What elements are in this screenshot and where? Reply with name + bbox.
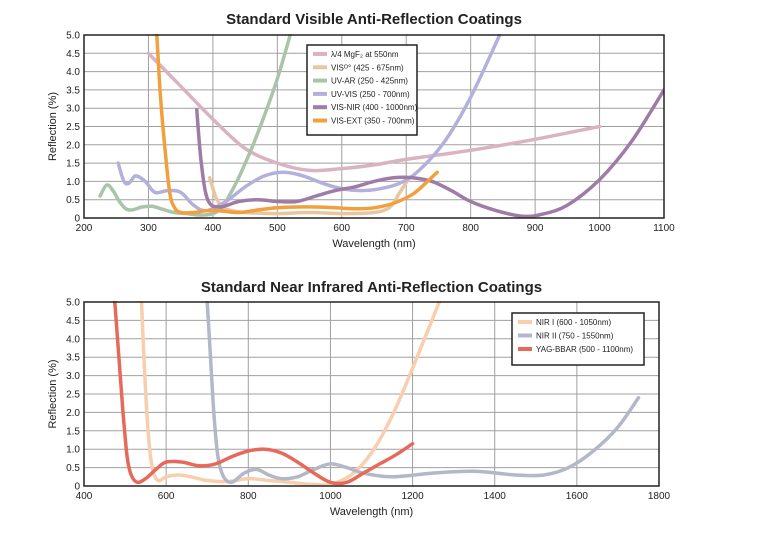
legend-entry: VIS-NIR (400 - 1000nm) [331,103,418,112]
x-axis-label: Wavelength (nm) [330,506,413,518]
legend-entry: NIR I (600 - 1050nm) [536,318,611,327]
y-tick-label: 5.0 [66,31,80,42]
y-tick-label: 2.5 [66,390,80,401]
x-tick-label: 300 [140,223,157,234]
chart-title: Standard Near Infrared Anti-Reflection C… [201,279,542,296]
x-tick-label: 400 [76,491,93,502]
y-tick-label: 1.0 [66,445,80,456]
chart-1: 200 300 400 500 600 700 800 900 1000 1100 0 0.5 1.0 1… [47,11,675,250]
x-axis-label: Wavelength (nm) [332,238,415,250]
y-tick-label: 3.5 [66,353,80,364]
y-tick-label: 0.5 [66,463,80,474]
x-tick-label: 800 [462,223,479,234]
legend-box [511,312,645,366]
x-tick-label: 1800 [648,491,671,502]
x-tick-label: 1400 [484,491,507,502]
y-tick-label: 1.0 [66,177,80,188]
x-tick-label: 1200 [401,491,424,502]
series-line-5 [195,88,664,218]
y-tick-label: 3.0 [66,371,80,382]
y-tick-label: 2.0 [66,140,80,151]
plot-frame [83,34,665,219]
legend-entry: VIS-EXT (350 - 700nm) [331,117,415,126]
legend-entry: VISᴼ° (425 - 675nm) [331,63,404,72]
y-tick-label: 1.5 [66,426,80,437]
y-tick-label: 0 [74,482,80,493]
x-tick-label: 400 [205,223,222,234]
x-tick-label: 200 [76,223,93,234]
series-group [98,34,664,218]
y-tick-label: 1.5 [66,159,80,170]
x-tick-label: 500 [269,223,286,234]
x-tick-label: 600 [333,223,350,234]
series-line-1 [146,51,602,173]
y-tick-label: 2.5 [66,122,80,133]
y-tick-label: 2.0 [66,408,80,419]
chart-title: Standard Visible Anti-Reflection Coating… [226,11,522,28]
y-tick-label: 0.5 [66,195,80,206]
x-tick-label: 1000 [588,223,611,234]
series-line-3 [113,301,415,486]
y-axis-label: Reflection (%) [47,92,59,161]
chart-2: 400 600 800 1000 1200 1400 1600 1800 0 0.5 1.0 1.5 2… [47,279,671,518]
x-tick-label: 1100 [653,223,675,234]
x-tick-label: 1000 [319,491,342,502]
y-tick-label: 4.0 [66,334,80,345]
x-tick-label: 800 [240,491,257,502]
series-group [113,301,641,486]
legend-entry: YAG-BBAR (500 - 1100nm) [536,345,633,354]
legend-entry: NIR II (750 - 1550nm) [536,332,614,341]
legend-entry: UV-AR (250 - 425nm) [331,77,408,86]
y-axis-label: Reflection (%) [47,359,59,428]
y-tick-label: 5.0 [66,298,80,309]
x-tick-label: 900 [527,223,544,234]
y-tick-label: 3.5 [66,85,80,96]
y-tick-label: 4.0 [66,67,80,78]
y-tick-label: 4.5 [66,49,80,60]
series-line-4 [116,34,502,213]
legend-entry: λ/4 MgF₂ at 550nm [331,50,399,59]
plot-frame [83,301,660,487]
legend-entry: UV-VIS (250 - 700nm) [331,90,410,99]
series-line-6 [155,34,439,215]
x-tick-label: 700 [398,223,415,234]
y-tick-label: 0 [74,214,80,225]
series-line-2 [205,301,641,485]
x-tick-label: 1600 [566,491,589,502]
x-tick-label: 600 [158,491,175,502]
y-tick-label: 4.5 [66,316,80,327]
y-tick-label: 3.0 [66,104,80,115]
